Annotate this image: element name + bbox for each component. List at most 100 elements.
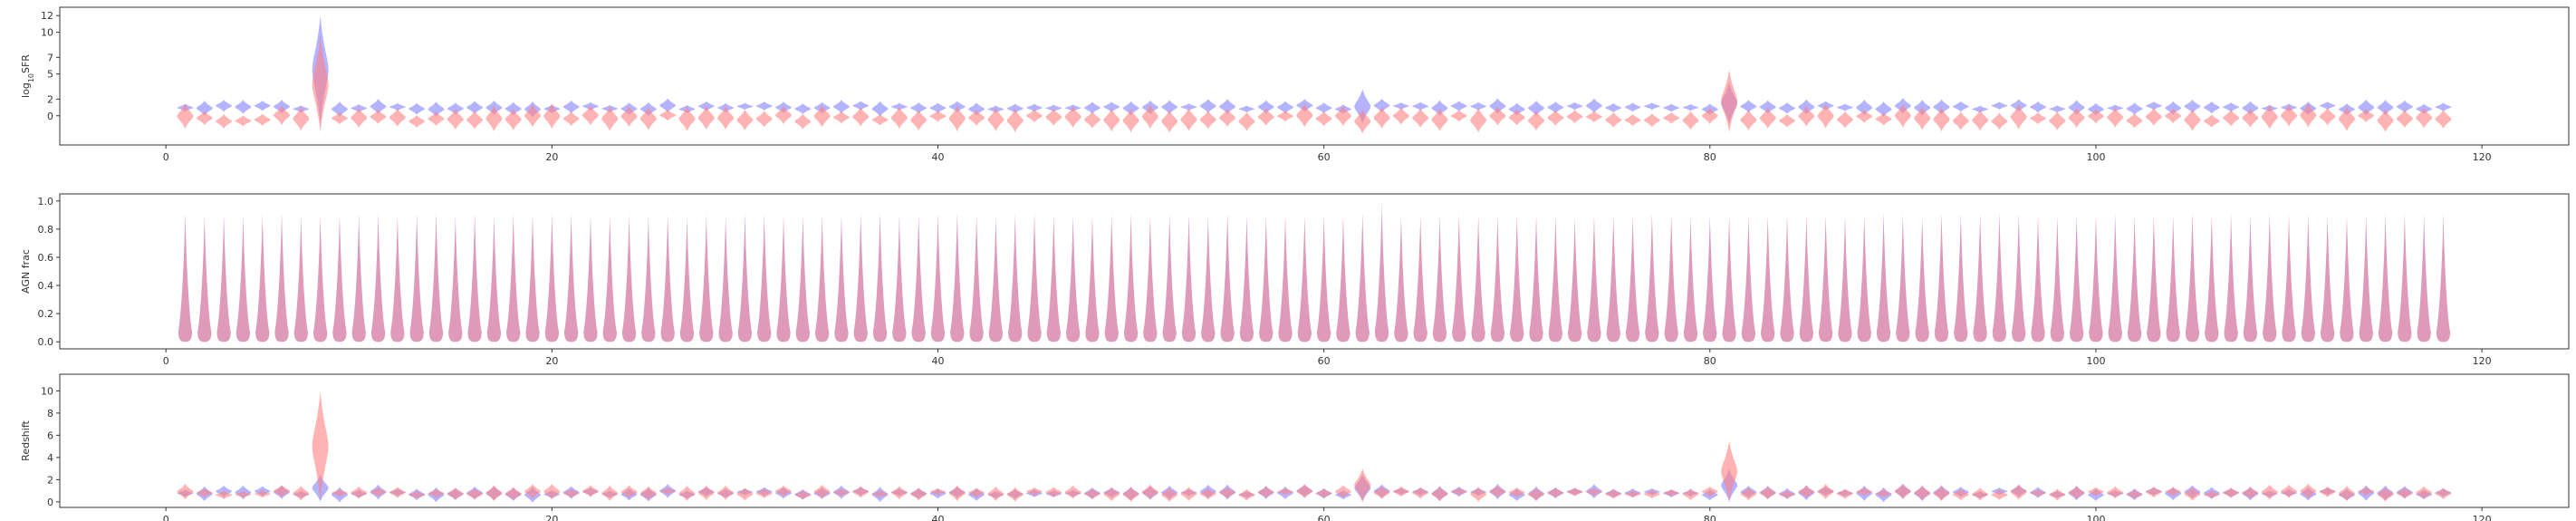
violin-105-1: [2184, 99, 2201, 113]
violin-30-2: [736, 109, 754, 130]
violin-16-2: [467, 215, 482, 343]
violin-84-2: [1779, 113, 1795, 128]
violin-76-1: [1624, 102, 1641, 112]
violin-37-2: [872, 212, 888, 343]
violin-92-2: [1933, 486, 1950, 502]
violin-111-2: [2301, 214, 2315, 343]
violin-4-2: [235, 491, 252, 498]
violin-96-2: [2010, 103, 2027, 130]
violin-36-1: [852, 101, 870, 111]
violin-15-2: [447, 487, 464, 500]
violin-66-2: [1431, 487, 1448, 501]
x-tick-label: 0: [163, 355, 169, 367]
violin-1-2: [177, 483, 194, 500]
violin-31-2: [755, 487, 773, 499]
x-tick-label: 60: [1318, 514, 1331, 521]
violin-50-2: [1123, 212, 1139, 343]
violin-43-2: [987, 107, 1004, 132]
violin-47-2: [1066, 217, 1081, 343]
violin-33-2: [794, 490, 812, 500]
violin-73-2: [1568, 217, 1582, 343]
violin-49-2: [1103, 108, 1120, 132]
violin-110-2: [2281, 104, 2297, 127]
violin-87-2: [1837, 111, 1853, 129]
violin-29-2: [717, 485, 735, 500]
violins: [178, 200, 2451, 343]
violin-20-2: [543, 483, 561, 500]
violin-115-2: [2378, 212, 2393, 343]
violin-54-2: [1199, 110, 1216, 130]
x-tick-label: 100: [2086, 514, 2105, 521]
violin-23-2: [601, 485, 619, 501]
violin-65-1: [1412, 101, 1429, 111]
violin-113-2: [2340, 214, 2354, 343]
violin-23-2: [602, 214, 617, 343]
violin-24-2: [621, 212, 637, 343]
violin-75-2: [1605, 488, 1622, 499]
y-tick-label: 10: [41, 385, 53, 397]
violin-25-2: [639, 486, 657, 501]
violin-50-2: [1122, 487, 1139, 502]
violin-74-1: [1586, 98, 1602, 113]
violin-100-2: [2088, 109, 2104, 124]
violin-79-2: [1682, 111, 1699, 130]
violin-11-2: [370, 109, 387, 124]
y-tick-label: 5: [47, 69, 53, 81]
violin-68-2: [1470, 107, 1487, 133]
violin-11-1: [370, 99, 387, 114]
violin-44-2: [1006, 108, 1024, 133]
violin-15-2: [448, 216, 463, 343]
violin-102-2: [2127, 216, 2142, 343]
violin-12-1: [389, 102, 406, 111]
violin-28-2: [699, 212, 714, 343]
violin-67-1: [1450, 101, 1467, 111]
violin-59-2: [1297, 214, 1312, 343]
violin-52-2: [1161, 110, 1178, 133]
violin-94-2: [1973, 214, 1987, 343]
violin-112-1: [2319, 101, 2336, 111]
violin-29-2: [718, 217, 733, 343]
violin-69-2: [1490, 215, 1505, 343]
violin-18-2: [506, 212, 521, 343]
violin-72-2: [1547, 487, 1564, 498]
violin-30-2: [736, 487, 754, 501]
violin-115-2: [2377, 109, 2394, 132]
violin-51-2: [1141, 104, 1158, 130]
violin-34-2: [813, 484, 831, 499]
violin-67-2: [1450, 487, 1467, 496]
violin-38-1: [890, 102, 908, 111]
violin-97-2: [2030, 112, 2046, 125]
x-tick-label: 20: [545, 514, 558, 521]
violin-3-2: [216, 490, 233, 499]
violin-35-1: [833, 100, 850, 114]
violin-104-1: [2165, 101, 2182, 115]
violin-42-2: [969, 214, 984, 343]
violin-7-2: [293, 106, 310, 131]
violin-28-2: [697, 485, 715, 500]
violin-2-1: [196, 101, 213, 116]
violin-116-2: [2396, 487, 2413, 499]
violin-48-2: [1084, 488, 1101, 499]
x-tick-label: 120: [2473, 355, 2492, 367]
violin-72-2: [1548, 215, 1562, 343]
violin-44-2: [1008, 215, 1023, 343]
y-tick-label: 2: [47, 93, 53, 105]
violin-28-2: [697, 105, 715, 130]
violin-62-1: [1354, 89, 1371, 124]
violin-12-2: [389, 487, 406, 498]
violin-6-2: [274, 105, 290, 126]
violin-112-2: [2321, 215, 2335, 343]
violin-90-2: [1894, 103, 1911, 129]
violin-86-2: [1817, 103, 1834, 129]
violin-36-2: [852, 486, 870, 498]
violin-23-2: [601, 106, 619, 131]
violin-116-2: [2398, 212, 2412, 343]
violin-13-2: [409, 490, 426, 499]
y-tick-label: 0.2: [38, 308, 54, 320]
violin-86-2: [1817, 484, 1834, 499]
violin-75-2: [1606, 216, 1620, 343]
violin-50-1: [1122, 101, 1139, 116]
violin-109-2: [2263, 214, 2277, 343]
violin-22-2: [582, 485, 599, 497]
y-tick-label: 6: [47, 429, 53, 441]
